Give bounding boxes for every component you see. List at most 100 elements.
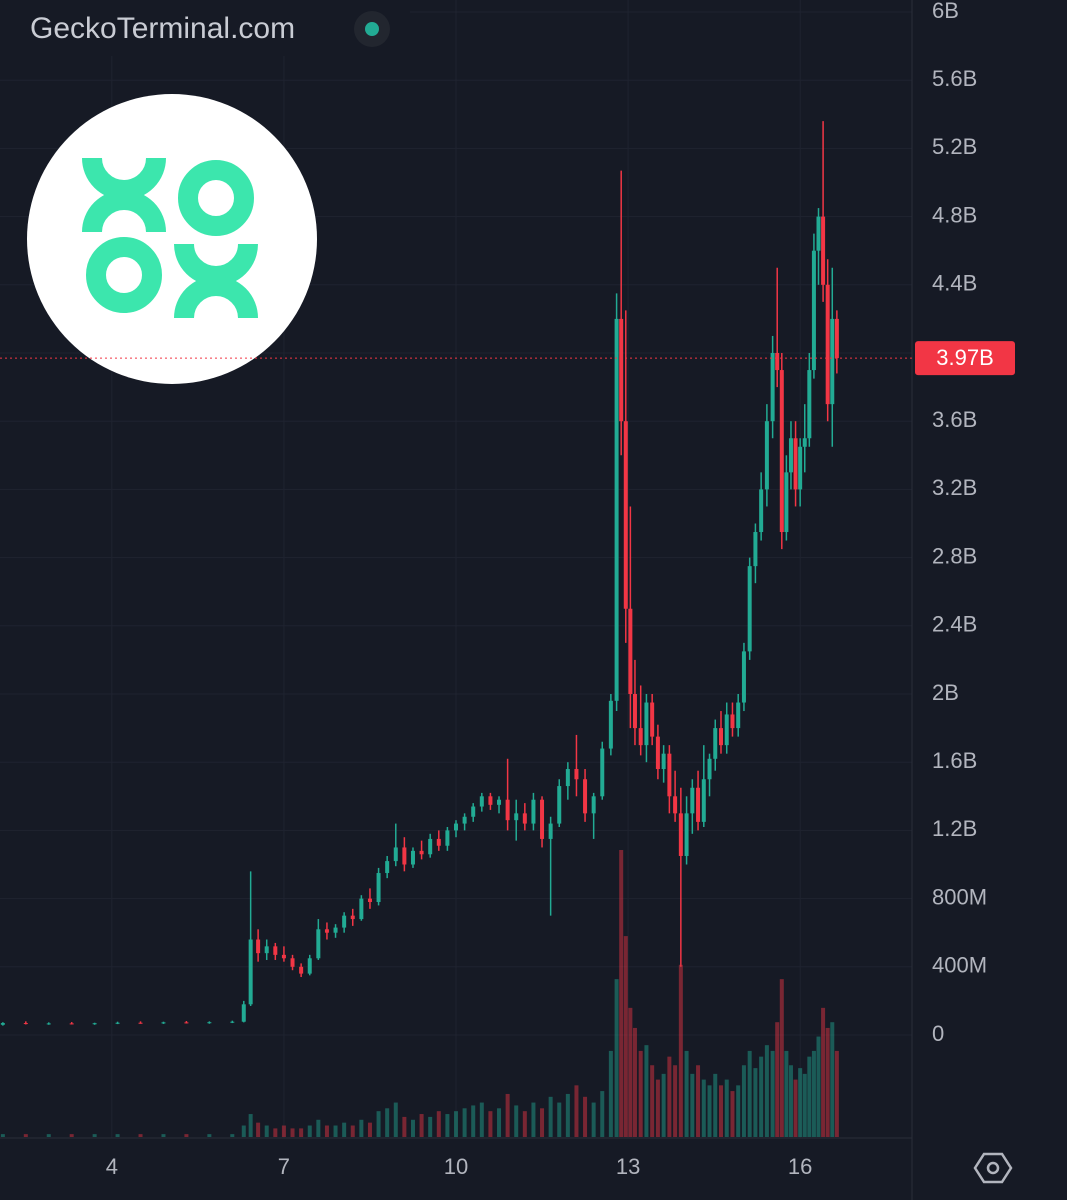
y-tick-label: 4.8B [932,202,977,227]
candle-body [591,796,596,814]
volume-bar [273,1128,278,1137]
volume-bar [46,1134,51,1137]
candle-body [184,1022,189,1024]
volume-bar [522,1111,527,1137]
candle-body [770,353,775,422]
candle-body [428,838,433,855]
candle-body [764,421,769,490]
x-tick-label: 13 [616,1154,640,1179]
candle-body [747,566,752,652]
volume-bar [359,1119,364,1137]
candle-body [115,1022,120,1024]
volume-bar [290,1128,295,1137]
candle-body [565,769,570,787]
grid [0,0,912,1138]
logo-mark [82,157,258,319]
volume-bar [248,1114,253,1137]
candle-body [256,939,261,954]
candle-body [821,216,826,285]
volume-bar [565,1093,570,1137]
volume-bar [402,1116,407,1137]
candle-body [623,421,628,609]
x-tick-label: 4 [106,1154,118,1179]
candle-body [248,939,253,1005]
volume-bar [802,1073,807,1137]
volume-bar [816,1036,821,1137]
candle-body [161,1022,166,1024]
candle-body [644,702,649,746]
volume-bar [736,1085,741,1137]
candle-body [505,799,510,821]
candle-body [638,728,643,746]
volume-bar [619,850,624,1137]
volume-bar [690,1073,695,1137]
volume-bar [701,1079,706,1137]
volume-bar [393,1102,398,1137]
candle-body [713,728,718,759]
candle-body [830,318,835,405]
volume-bar [718,1085,723,1137]
candle-body [759,489,764,533]
candle-body [307,958,312,974]
y-tick-label: 400M [932,953,987,978]
logo [27,94,317,384]
volume-bar [807,1056,812,1137]
y-tick-label: 1.2B [932,816,977,841]
watermark: GeckoTerminal.com [30,12,295,45]
volume-bar [574,1085,579,1137]
candle-body [23,1023,28,1025]
candle-body [661,753,666,770]
candle-body [557,786,562,824]
y-tick-label: 6B [932,0,959,23]
candle-body [678,813,683,856]
candle-body [614,318,619,701]
volume-bar [307,1125,312,1137]
last-price-badge [915,341,1015,376]
y-tick-label: 2.4B [932,612,977,637]
volume-bar [410,1119,415,1137]
volume-bar [764,1045,769,1137]
candle-body [316,929,321,959]
candle-body [531,799,536,824]
volume-bar [678,964,683,1137]
candle-body [514,813,519,821]
candle-body [419,850,424,855]
candle-body [753,532,758,567]
volume-bar [730,1091,735,1137]
candle-body [583,779,588,814]
volume-bar [696,1065,701,1137]
volume-bar [436,1111,441,1137]
volume-bar [821,1007,826,1137]
last-price-label: 3.97B [936,345,994,370]
candle-body [462,816,467,824]
logo-circle [27,94,317,384]
volume-bar [350,1125,355,1137]
volume-bar [713,1073,718,1137]
candle-body [471,806,476,817]
candle-body [701,779,706,822]
volume-bar [514,1105,519,1137]
volume-bar [531,1102,536,1137]
candle-body [281,954,286,959]
settings-icon[interactable] [973,1152,1013,1184]
y-tick-label: 2B [932,680,959,705]
volume-bar [505,1093,510,1137]
candle-body [230,1021,235,1023]
candle-body [619,318,624,422]
x-tick-label: 10 [444,1154,468,1179]
y-tick-label: 5.6B [932,66,977,91]
candle-body [445,830,450,846]
candle-body [273,946,278,955]
volume-bar [779,979,784,1137]
candle-body [299,966,304,974]
volume-bar [184,1134,189,1137]
candle-body [730,714,735,729]
volume-bar [793,1079,798,1137]
volume-bar [115,1134,120,1137]
volume-bar [471,1105,476,1137]
volume-bar [161,1134,166,1137]
volume-bar [333,1125,338,1137]
candle-body [690,787,695,814]
